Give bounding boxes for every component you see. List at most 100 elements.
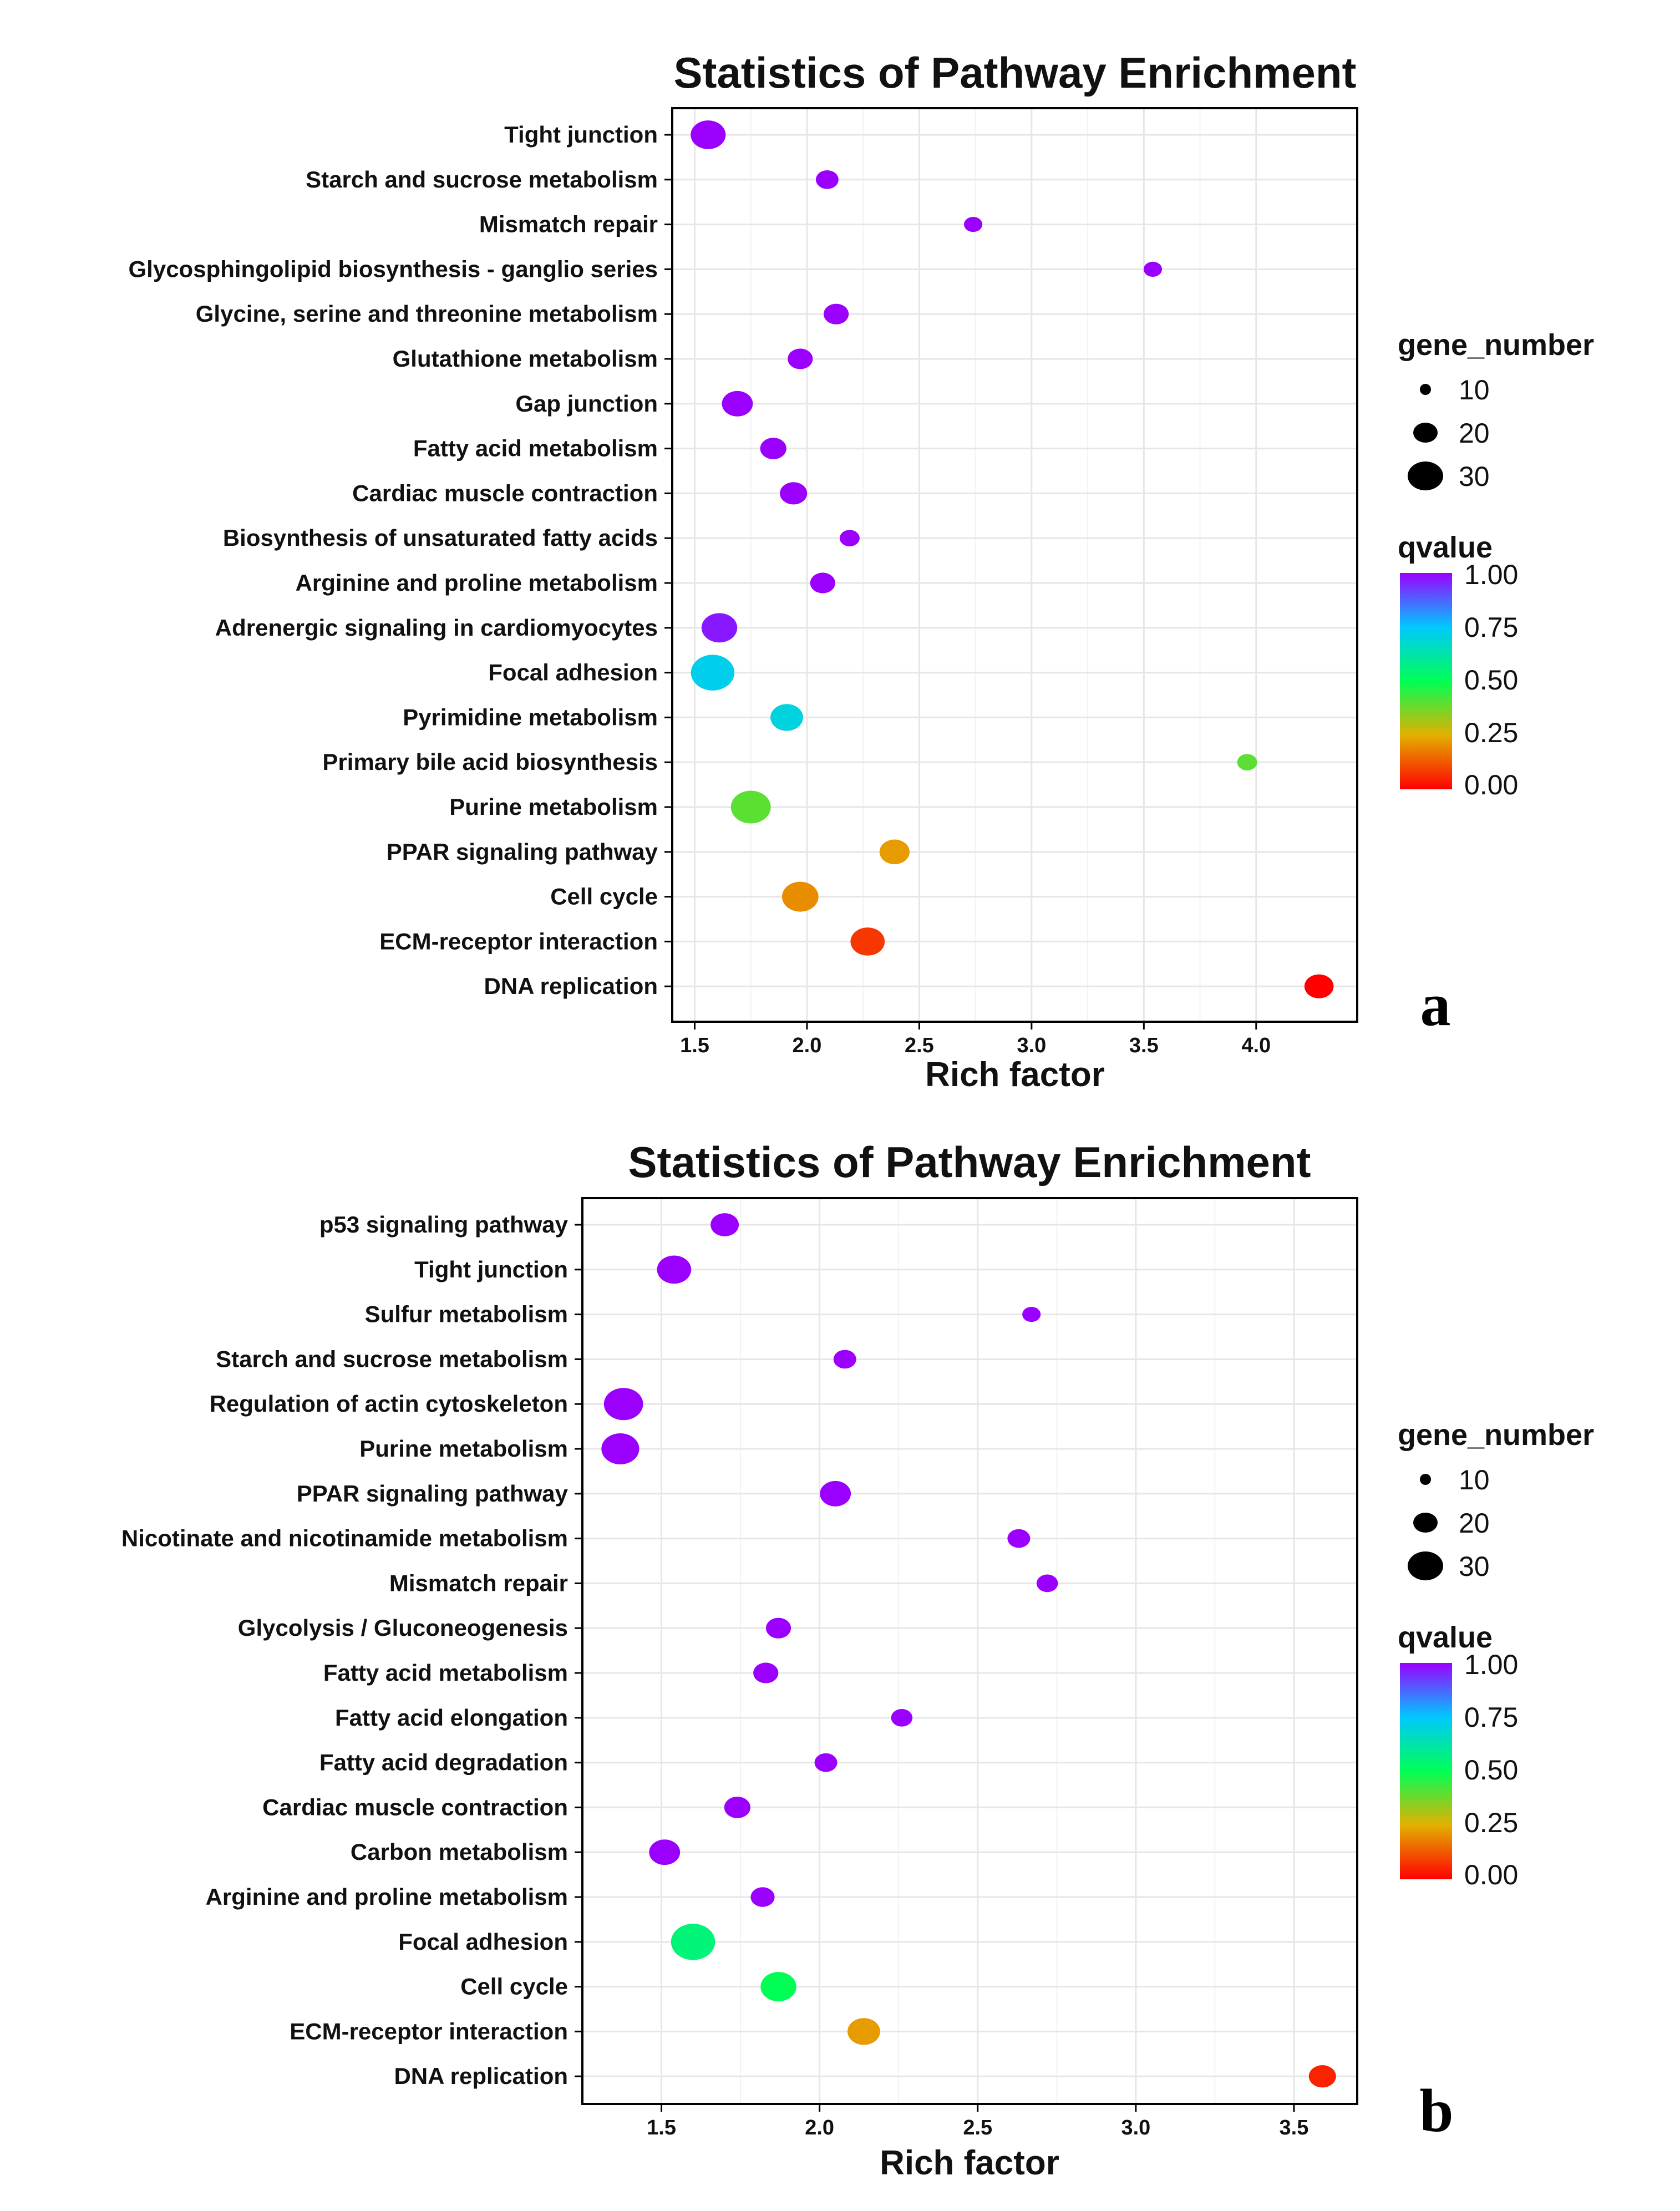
data-point — [603, 1388, 643, 1421]
color-legend-tick: 0.75 — [1464, 612, 1518, 643]
category-label: Fatty acid metabolism — [323, 1660, 568, 1686]
data-point — [1007, 1529, 1031, 1548]
color-legend-tick: 0.00 — [1464, 1859, 1518, 1890]
plot-frame — [581, 1197, 1358, 2105]
size-legend-label: 10 — [1459, 374, 1490, 405]
category-label: Focal adhesion — [398, 1929, 568, 1955]
color-legend-tick: 0.25 — [1464, 1807, 1518, 1838]
data-point — [730, 790, 771, 824]
data-point — [601, 1433, 639, 1465]
x-tick-label: 2.0 — [793, 1034, 822, 1057]
data-point — [780, 482, 808, 505]
x-axis: 1.5 2.0 2.5 3.0 3.5 — [647, 2104, 1308, 2139]
plot-frame — [671, 107, 1358, 1023]
size-legend-label: 20 — [1459, 1508, 1490, 1539]
data-point — [823, 303, 849, 324]
color-legend-tick: 1.00 — [1464, 1649, 1518, 1680]
category-label: Cardiac muscle contraction — [352, 480, 658, 506]
category-label: DNA replication — [484, 973, 658, 999]
color-legend-tick: 0.25 — [1464, 717, 1518, 748]
panel-label: a — [1420, 971, 1451, 1038]
data-point — [760, 438, 786, 459]
x-tick-label: 2.5 — [963, 2116, 992, 2139]
x-axis-label: Rich factor — [925, 1056, 1105, 1094]
data-point — [964, 216, 983, 232]
size-legend-label: 30 — [1459, 1551, 1490, 1582]
size-legend-label: 10 — [1459, 1464, 1490, 1495]
category-label: Cardiac muscle contraction — [262, 1794, 568, 1820]
data-point — [649, 1839, 681, 1865]
category-label: ECM-receptor interaction — [379, 928, 658, 954]
data-point — [847, 2018, 880, 2045]
data-point — [815, 170, 839, 189]
data-point — [753, 1662, 779, 1683]
category-labels: Tight junction Starch and sucrose metabol… — [129, 121, 672, 999]
category-label: Gap junction — [515, 391, 658, 417]
data-point — [1022, 1306, 1041, 1322]
data-point — [710, 1213, 739, 1236]
color-legend-tick: 0.50 — [1464, 1754, 1518, 1786]
category-label: Purine metabolism — [449, 794, 658, 820]
x-tick-label: 4.0 — [1241, 1034, 1271, 1057]
x-tick-label: 3.0 — [1121, 2116, 1150, 2139]
category-label: Fatty acid degradation — [319, 1749, 568, 1776]
x-tick-label: 2.0 — [805, 2116, 834, 2139]
data-point — [765, 1617, 791, 1639]
category-label: Tight junction — [414, 1256, 568, 1282]
data-point — [691, 120, 726, 149]
category-label: Cell cycle — [550, 884, 658, 910]
chart-panel-a: Statistics of Pathway Enrichment Tight j… — [129, 48, 1595, 1094]
x-tick-label: 3.0 — [1017, 1034, 1046, 1057]
data-point — [770, 704, 803, 731]
color-bar — [1400, 1663, 1452, 1879]
x-axis-label: Rich factor — [880, 2144, 1059, 2182]
category-label: Focal adhesion — [488, 660, 658, 686]
color-legend-tick: 1.00 — [1464, 559, 1518, 590]
category-label: Primary bile acid biosynthesis — [322, 749, 658, 775]
category-label: Adrenergic signaling in cardiomyocytes — [215, 615, 658, 641]
category-label: Glutathione metabolism — [393, 346, 658, 372]
color-legend-tick: 0.75 — [1464, 1702, 1518, 1733]
x-tick-label: 2.5 — [905, 1034, 934, 1057]
x-tick-label: 1.5 — [647, 2116, 676, 2139]
size-legend-label: 30 — [1459, 461, 1490, 492]
chart-title: Statistics of Pathway Enrichment — [628, 1138, 1311, 1186]
data-point — [657, 1255, 692, 1284]
category-label: DNA replication — [394, 2063, 568, 2089]
category-label: Mismatch repair — [389, 1570, 568, 1596]
category-label: PPAR signaling pathway — [297, 1480, 569, 1507]
grid — [673, 109, 1356, 1021]
size-legend-key-10 — [1420, 384, 1431, 395]
category-label: ECM-receptor interaction — [290, 2018, 568, 2044]
data-point — [814, 1753, 838, 1772]
category-label: Biosynthesis of unsaturated fatty acids — [223, 525, 658, 551]
data-point — [810, 572, 835, 594]
data-point — [671, 1924, 715, 1960]
category-label: Sulfur metabolism — [365, 1301, 568, 1327]
color-legend: qvalue 1.00 0.75 0.50 0.25 0.00 — [1398, 531, 1518, 800]
data-point — [1304, 974, 1334, 998]
x-axis: 1.5 2.0 2.5 3.0 3.5 4.0 — [680, 1022, 1271, 1057]
chart-panel-b: Statistics of Pathway Enrichment p53 sig… — [121, 1138, 1594, 2182]
size-legend: gene_number 10 20 30 — [1398, 1418, 1594, 1582]
data-point — [722, 391, 753, 417]
category-label: Mismatch repair — [479, 211, 658, 237]
category-label: Purine metabolism — [359, 1436, 568, 1462]
data-point — [1143, 261, 1163, 277]
size-legend-key-20 — [1413, 1513, 1438, 1533]
data-point — [1237, 754, 1257, 770]
category-labels: p53 signaling pathway Tight junction Sulfu… — [121, 1211, 582, 2089]
data-point — [833, 1350, 856, 1369]
data-point — [724, 1797, 751, 1818]
data-point — [781, 881, 819, 912]
size-legend-key-30 — [1408, 1551, 1443, 1580]
data-point — [879, 839, 910, 865]
data-point — [1036, 1574, 1058, 1593]
category-label: Tight junction — [504, 121, 658, 148]
data-point — [891, 1708, 913, 1727]
x-tick-label: 3.5 — [1129, 1034, 1159, 1057]
category-label: Arginine and proline metabolism — [296, 570, 658, 596]
category-label: Fatty acid metabolism — [413, 435, 658, 462]
color-legend: qvalue 1.00 0.75 0.50 0.25 0.00 — [1398, 1621, 1518, 1890]
